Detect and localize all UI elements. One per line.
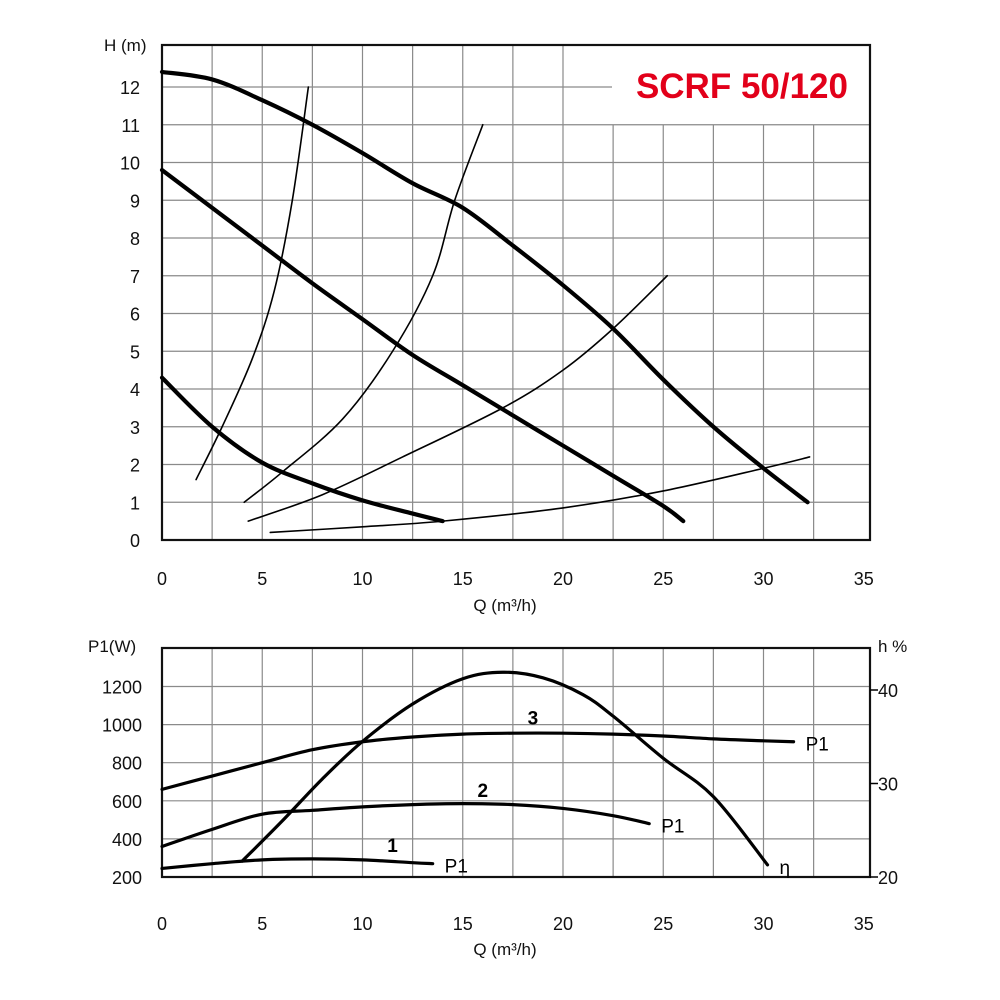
x-tick-label: 5 xyxy=(257,569,267,589)
speed-label: 1 xyxy=(387,836,398,857)
x-tick-label: 15 xyxy=(453,914,473,934)
x-tick-label: 0 xyxy=(157,914,167,934)
x-tick-label: 20 xyxy=(553,569,573,589)
x-tick-label: 0 xyxy=(157,569,167,589)
y-tick-label: 7 xyxy=(130,267,140,287)
bottom-right-axis-label: h % xyxy=(878,637,907,656)
right-y-tick-label: 30 xyxy=(878,775,898,795)
y-tick-label: 1200 xyxy=(102,678,142,698)
curve-end-label: P1 xyxy=(806,735,829,756)
bottom-y-axis-label: P1(W) xyxy=(88,637,136,656)
x-tick-label: 20 xyxy=(553,914,573,934)
x-tick-label: 10 xyxy=(352,569,372,589)
system-curve xyxy=(269,456,811,534)
system-curve xyxy=(247,274,669,522)
y-tick-label: 0 xyxy=(130,531,140,551)
bottom-x-axis-label: Q (m³/h) xyxy=(473,940,536,959)
y-tick-label: 200 xyxy=(112,868,142,888)
x-tick-label: 25 xyxy=(653,569,673,589)
curve-end-label: P1 xyxy=(445,857,468,878)
pump-curve xyxy=(159,69,810,505)
y-tick-label: 6 xyxy=(130,305,140,325)
y-tick-label: 11 xyxy=(121,116,140,136)
power-efficiency-chart: 0 5 10 15 20 25 30 35 200 400 600 800 1000 1200 20 30 40… xyxy=(102,646,898,934)
x-tick-label: 30 xyxy=(753,569,773,589)
y-tick-label: 12 xyxy=(120,78,140,98)
pump-curve xyxy=(159,375,445,524)
y-tick-label: 1 xyxy=(130,493,140,513)
efficiency-curve xyxy=(240,670,770,867)
system-curve xyxy=(195,86,310,481)
y-tick-label: 3 xyxy=(130,418,140,438)
power-curve xyxy=(160,731,796,791)
x-tick-label: 15 xyxy=(453,569,473,589)
speed-label: 2 xyxy=(478,781,489,802)
system-curve xyxy=(243,123,484,504)
y-tick-label: 2 xyxy=(130,456,140,476)
curve-end-label: P1 xyxy=(661,817,684,838)
power-curve xyxy=(160,857,435,871)
plot-frame xyxy=(160,646,872,879)
speed-label: 3 xyxy=(528,709,539,730)
y-tick-label: 4 xyxy=(130,380,140,400)
y-tick-label: 1000 xyxy=(102,716,142,736)
right-y-tick-label: 40 xyxy=(878,681,898,701)
y-tick-label: 9 xyxy=(130,191,140,211)
chart-title: SCRF 50/120 xyxy=(636,67,848,106)
curve-end-label: η xyxy=(780,858,791,879)
pump-curve xyxy=(159,167,686,524)
plot-frame xyxy=(160,43,872,542)
y-tick-label: 400 xyxy=(112,830,142,850)
y-tick-label: 5 xyxy=(130,342,140,362)
top-y-axis-label: H (m) xyxy=(104,36,146,55)
right-y-tick-label: 20 xyxy=(878,868,898,888)
y-tick-label: 800 xyxy=(112,754,142,774)
x-tick-label: 35 xyxy=(854,569,874,589)
x-tick-label: 35 xyxy=(854,914,874,934)
x-tick-label: 10 xyxy=(352,914,372,934)
x-tick-label: 30 xyxy=(753,914,773,934)
top-x-axis-label: Q (m³/h) xyxy=(473,596,536,615)
power-curve xyxy=(160,802,651,849)
y-tick-label: 600 xyxy=(112,792,142,812)
y-tick-label: 8 xyxy=(130,229,140,249)
x-tick-label: 25 xyxy=(653,914,673,934)
x-tick-label: 5 xyxy=(257,914,267,934)
y-tick-label: 10 xyxy=(120,154,140,174)
